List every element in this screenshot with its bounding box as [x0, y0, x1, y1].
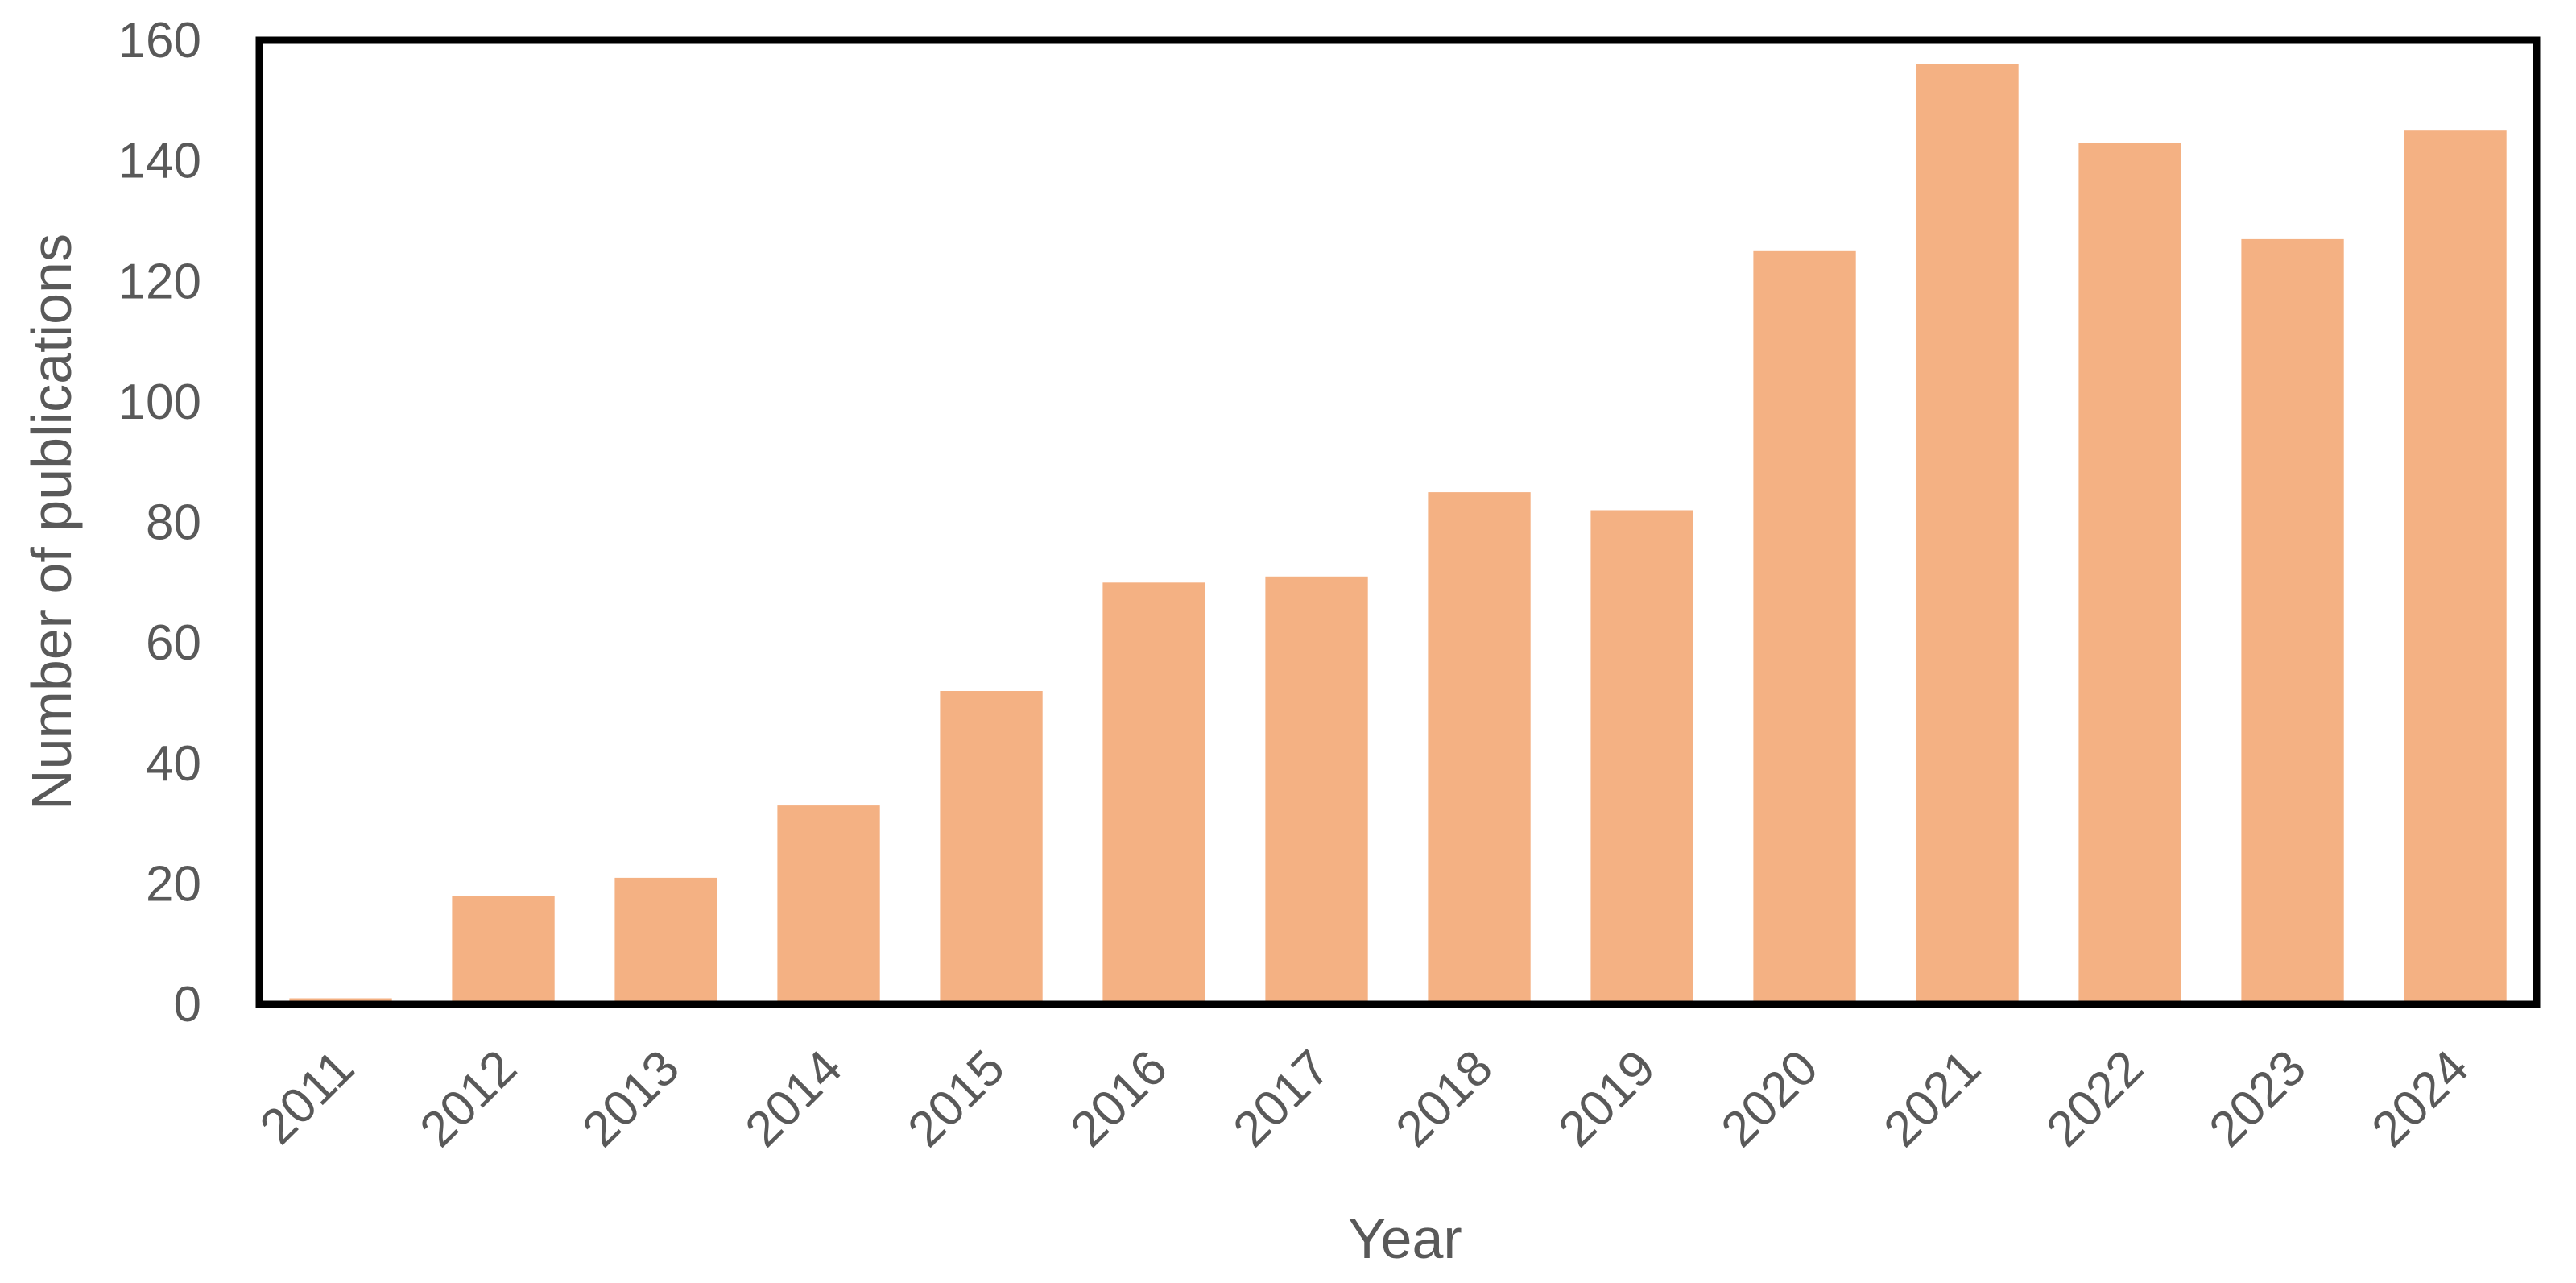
bar-2018: [1428, 492, 1531, 1004]
x-tick-label: 2014: [735, 1040, 853, 1157]
bar-2014: [777, 805, 880, 1004]
x-axis-title: Year: [1348, 1207, 1462, 1270]
y-tick-label: 100: [118, 375, 201, 430]
x-tick-label: 2023: [2199, 1040, 2317, 1157]
y-tick-label: 80: [146, 495, 201, 551]
bar-2015: [940, 691, 1043, 1004]
bar-2016: [1102, 582, 1205, 1004]
bar-2020: [1753, 250, 1856, 1004]
y-tick-label: 160: [118, 13, 201, 68]
x-tick-label: 2018: [1386, 1040, 1503, 1157]
y-tick-label: 0: [174, 977, 201, 1033]
bar-2017: [1265, 576, 1368, 1004]
x-axis-ticks: 2011 2012 2013 2014 2015 2016 2017 2018 2019 2020…: [250, 1040, 2479, 1157]
y-axis-title: Number of publications: [20, 234, 83, 810]
x-tick-label: 2017: [1223, 1040, 1341, 1157]
bars-layer: [289, 64, 2507, 1005]
bar-2024: [2404, 130, 2507, 1005]
x-tick-label: 2012: [410, 1040, 527, 1157]
bar-2012: [452, 896, 555, 1004]
bar-2023: [2241, 238, 2344, 1004]
x-tick-label: 2013: [573, 1040, 690, 1157]
y-tick-label: 120: [118, 254, 201, 309]
x-tick-label: 2015: [898, 1040, 1015, 1157]
bar-2013: [614, 877, 717, 1004]
y-tick-label: 60: [146, 615, 201, 671]
x-tick-label: 2024: [2362, 1040, 2479, 1157]
bar-2019: [1590, 510, 1693, 1004]
bar-2022: [2078, 143, 2181, 1005]
x-tick-label: 2020: [1711, 1040, 1829, 1157]
x-tick-label: 2011: [250, 1040, 365, 1155]
x-tick-label: 2021: [1874, 1040, 1991, 1157]
y-tick-label: 20: [146, 856, 201, 912]
x-tick-label: 2022: [2036, 1040, 2154, 1157]
x-tick-label: 2019: [1548, 1040, 1666, 1157]
y-axis-ticks: 0 20 40 60 80 100 120 140 160: [118, 13, 201, 1033]
bar-2021: [1916, 64, 2019, 1004]
y-tick-label: 140: [118, 134, 201, 189]
y-tick-label: 40: [146, 736, 201, 792]
x-tick-label: 2016: [1061, 1040, 1178, 1157]
plot-frame: [255, 36, 2541, 1008]
